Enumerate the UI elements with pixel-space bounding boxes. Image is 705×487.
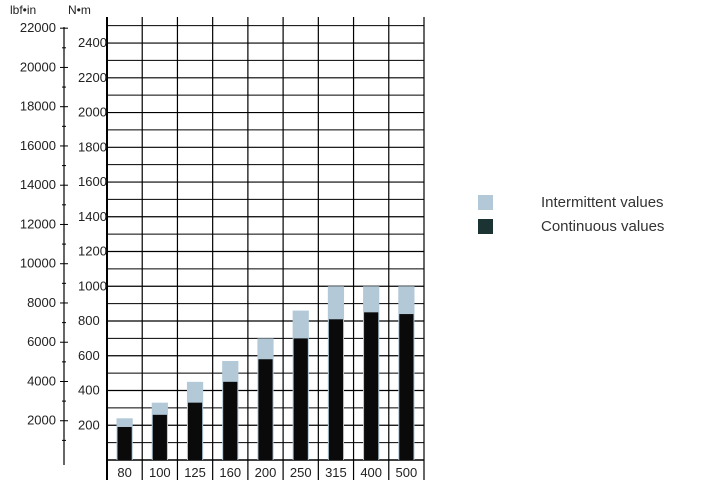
nm-tick-label: 1800 bbox=[78, 139, 107, 154]
legend-label-intermittent: Intermittent values bbox=[541, 193, 664, 211]
axes: 80 100 125 160 200 250 315 400 500 2000 4000 6000 80… bbox=[20, 20, 417, 480]
left-tick-label: 16000 bbox=[20, 138, 56, 153]
x-tick-label-125: 125 bbox=[184, 465, 206, 480]
left-tick-label: 20000 bbox=[20, 59, 56, 74]
nm-tick-label: 600 bbox=[78, 348, 100, 363]
bar-continuous-100 bbox=[152, 414, 167, 460]
x-tick-label-80: 80 bbox=[117, 465, 131, 480]
bar-continuous-400 bbox=[364, 312, 379, 460]
nm-tick-label: 1200 bbox=[78, 244, 107, 259]
nm-tick-label: 2200 bbox=[78, 70, 107, 85]
x-tick-label-250: 250 bbox=[290, 465, 312, 480]
left-tick-label: 4000 bbox=[27, 373, 56, 388]
left-tick-label: 10000 bbox=[20, 256, 56, 271]
bar-continuous-125 bbox=[187, 402, 203, 460]
bar-continuous-160 bbox=[223, 381, 238, 460]
left-tick-label: 14000 bbox=[20, 177, 56, 192]
legend-swatch-continuous bbox=[478, 218, 493, 234]
x-tick-label-400: 400 bbox=[360, 465, 382, 480]
nm-tick-label: 1000 bbox=[78, 278, 107, 293]
nm-tick-label: 200 bbox=[78, 417, 100, 432]
nm-tick-label: 1400 bbox=[78, 209, 107, 224]
bar-continuous-315 bbox=[328, 319, 344, 460]
x-tick-label-500: 500 bbox=[396, 465, 418, 480]
bar-continuous-500 bbox=[399, 314, 414, 460]
left-tick-label: 18000 bbox=[20, 99, 56, 114]
bar-continuous-80 bbox=[117, 426, 132, 460]
bar-continuous-200 bbox=[258, 359, 273, 460]
nm-tick-label: 400 bbox=[78, 383, 100, 398]
left-unit-label: lbf•in bbox=[10, 3, 36, 17]
legend-item-intermittent: Intermittent values bbox=[478, 190, 664, 214]
x-tick-label-160: 160 bbox=[219, 465, 241, 480]
legend-item-continuous: Continuous values bbox=[478, 214, 664, 238]
bar-continuous-250 bbox=[293, 338, 308, 460]
legend-label-continuous: Continuous values bbox=[541, 217, 665, 235]
nm-tick-label: 2400 bbox=[78, 35, 107, 50]
left-tick-label: 12000 bbox=[20, 216, 56, 231]
legend-swatch-intermittent bbox=[478, 194, 493, 210]
left-tick-label: 8000 bbox=[27, 295, 56, 310]
x-tick-label-100: 100 bbox=[149, 465, 171, 480]
nm-tick-label: 1600 bbox=[78, 174, 107, 189]
left-tick-label: 22000 bbox=[20, 20, 56, 35]
grid bbox=[106, 17, 425, 480]
x-tick-label-315: 315 bbox=[325, 465, 347, 480]
left-tick-label: 2000 bbox=[27, 413, 56, 428]
bars bbox=[116, 286, 415, 460]
x-tick-label-200: 200 bbox=[255, 465, 277, 480]
right-unit-label: N•m bbox=[68, 3, 91, 17]
legend: Intermittent values Continuous values bbox=[478, 190, 664, 238]
nm-tick-label: 2000 bbox=[78, 105, 107, 120]
nm-tick-label: 800 bbox=[78, 313, 100, 328]
left-tick-label: 6000 bbox=[27, 334, 56, 349]
